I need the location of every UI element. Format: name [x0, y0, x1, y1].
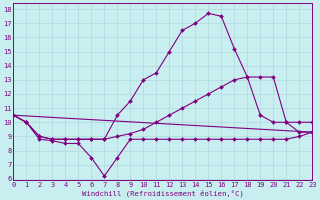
X-axis label: Windchill (Refroidissement éolien,°C): Windchill (Refroidissement éolien,°C) [82, 189, 244, 197]
